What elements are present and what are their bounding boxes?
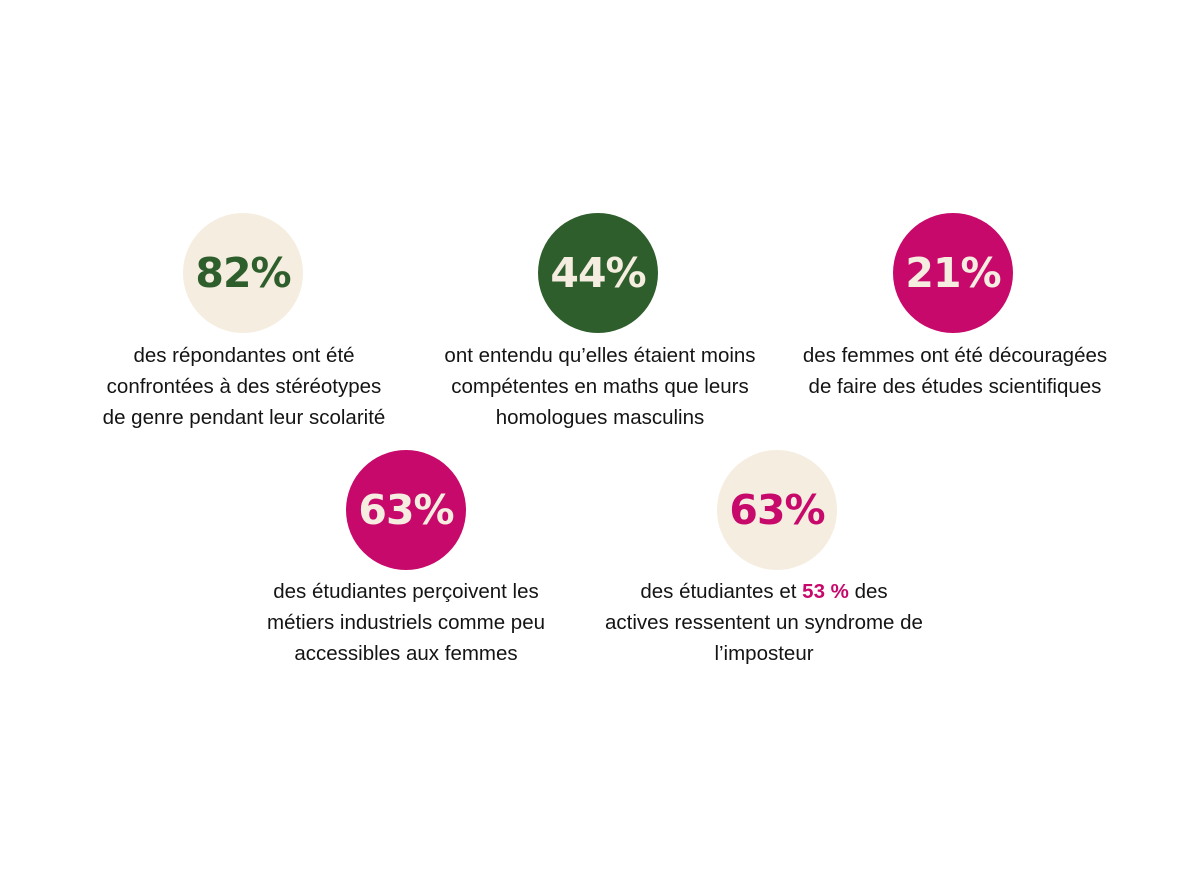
stat-value: 82% [195,249,291,297]
stat-circle-44: 44% [538,213,658,333]
highlight-percentage: 53 % [802,580,849,603]
caption-line: ont entendu qu’elles étaient moins [444,344,756,367]
caption-line: homologues masculins [495,406,705,429]
stat-caption: des femmes ont été découragées de faire … [775,340,1135,402]
caption-line: des étudiantes et 53 % des [584,576,944,607]
stat-value: 44% [550,249,646,297]
stat-caption: des étudiantes perçoivent les métiers in… [236,576,576,669]
caption-line: des étudiantes perçoivent les [273,580,539,603]
stat-value: 63% [358,486,454,534]
caption-line: l’imposteur [714,642,814,665]
stat-circle-82: 82% [183,213,303,333]
caption-line: des répondantes ont été [133,344,355,367]
caption-line: confrontées à des stéréotypes [106,375,382,398]
stat-value: 21% [905,249,1001,297]
stat-value: 63% [729,486,825,534]
caption-line: de faire des études scientifiques [808,375,1102,398]
caption-line: métiers industriels comme peu [267,611,545,634]
stat-circle-63-industry: 63% [346,450,466,570]
caption-text: des étudiantes et [640,580,803,603]
caption-line: de genre pendant leur scolarité [102,406,386,429]
caption-line: actives ressentent un syndrome de [605,611,923,634]
caption-line: accessibles aux femmes [294,642,518,665]
stat-caption: des répondantes ont été confrontées à de… [64,340,424,433]
stat-caption: des étudiantes et 53 % des actives resse… [584,576,944,669]
caption-text: des [848,580,888,603]
stat-circle-63-impostor: 63% [717,450,837,570]
stat-circle-21: 21% [893,213,1013,333]
caption-line: compétentes en maths que leurs [451,375,749,398]
caption-line: des femmes ont été découragées [802,344,1108,367]
stat-caption: ont entendu qu’elles étaient moins compé… [410,340,790,433]
